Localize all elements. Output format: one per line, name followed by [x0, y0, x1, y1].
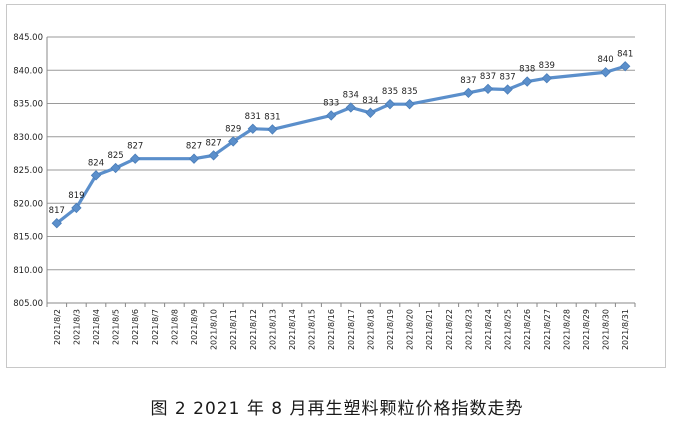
- data-label: 834: [343, 90, 359, 100]
- x-tick-label: 2021/8/18: [366, 309, 375, 350]
- x-tick-label: 2021/8/20: [406, 309, 415, 350]
- data-point-marker: [404, 98, 415, 110]
- data-point-marker: [384, 98, 396, 110]
- y-tick-label: 820.00: [13, 199, 43, 209]
- data-label: 835: [401, 87, 417, 97]
- data-point-marker: [188, 153, 200, 164]
- x-tick-label: 2021/8/5: [112, 309, 121, 345]
- data-point-marker: [110, 162, 121, 174]
- series: [55, 64, 627, 225]
- x-tick-label: 2021/8/21: [425, 309, 434, 350]
- data-label: 833: [323, 98, 339, 108]
- data-point-marker: [600, 67, 611, 78]
- y-tick-label: 825.00: [13, 166, 43, 176]
- data-label: 827: [186, 142, 202, 152]
- data-point-marker: [502, 84, 513, 95]
- x-tick-label: 2021/8/19: [386, 309, 395, 350]
- data-point-marker: [228, 136, 239, 147]
- chart-frame: 845.00 840.00 835.00 830.00 825.00 820.00 815.…: [6, 4, 666, 368]
- figure-caption: 图 2 2021 年 8 月再生塑料颗粒价格指数走势: [150, 399, 524, 419]
- data-label: 839: [539, 61, 555, 71]
- x-tick-label: 2021/8/29: [582, 309, 591, 350]
- x-tick-label: 2021/8/16: [327, 309, 336, 350]
- series-line: [55, 64, 627, 225]
- data-label: 837: [460, 76, 476, 86]
- y-tick-label: 845.00: [13, 33, 43, 43]
- data-label: 817: [49, 206, 65, 216]
- data-point-marker: [541, 73, 552, 84]
- x-tick-label: 2021/8/12: [249, 309, 258, 350]
- x-tick-label: 2021/8/22: [445, 309, 454, 350]
- data-label: 827: [127, 142, 143, 152]
- x-tick-label: 2021/8/17: [347, 309, 356, 350]
- y-tick-label: 835.00: [13, 100, 43, 110]
- x-tick-label: 2021/8/23: [464, 309, 473, 350]
- data-point-marker: [326, 110, 337, 121]
- x-tick-label: 2021/8/14: [288, 309, 297, 350]
- data-label: 837: [480, 72, 496, 82]
- x-tick-label: 2021/8/6: [131, 309, 140, 345]
- y-tick-labels: 845.00 840.00 835.00 830.00 825.00 820.00 815.…: [13, 33, 43, 309]
- data-point-marker: [463, 87, 474, 99]
- data-point-marker: [267, 124, 278, 135]
- data-point-marker: [482, 83, 494, 95]
- data-label: 837: [499, 73, 515, 83]
- x-tick-label: 2021/8/27: [543, 309, 552, 350]
- x-tick-label: 2021/8/28: [562, 309, 571, 350]
- data-point-marker: [208, 150, 219, 161]
- x-tick-label: 2021/8/9: [190, 309, 199, 345]
- data-label: 819: [68, 191, 84, 201]
- x-tick-label: 2021/8/26: [523, 309, 532, 350]
- x-tick-label: 2021/8/8: [170, 309, 179, 345]
- axes: [46, 37, 636, 307]
- line-chart: 845.00 840.00 835.00 830.00 825.00 820.00 815.…: [13, 33, 636, 350]
- x-tick-label: 2021/8/7: [151, 309, 160, 345]
- x-tick-label: 2021/8/15: [308, 309, 317, 350]
- data-point-marker: [51, 218, 62, 229]
- x-tick-label: 2021/8/4: [92, 309, 101, 345]
- data-label: 831: [264, 112, 280, 122]
- data-label: 825: [107, 151, 123, 161]
- y-tick-label: 830.00: [13, 133, 43, 143]
- x-tick-label: 2021/8/3: [72, 309, 81, 345]
- y-tick-label: 815.00: [13, 233, 43, 243]
- data-point-marker: [522, 76, 533, 87]
- markers: [51, 61, 631, 229]
- data-point-marker: [247, 123, 258, 134]
- data-label: 824: [88, 158, 104, 168]
- data-point-marker: [365, 107, 376, 118]
- data-point-marker: [71, 202, 82, 214]
- data-label: 831: [245, 112, 261, 122]
- data-label: 834: [362, 96, 378, 106]
- data-label: 841: [617, 49, 633, 59]
- y-tick-label: 810.00: [13, 266, 43, 276]
- y-tick-label: 840.00: [13, 66, 43, 76]
- x-tick-label: 2021/8/11: [229, 309, 238, 350]
- data-label: 838: [519, 65, 535, 75]
- data-label: 829: [225, 124, 241, 134]
- data-label: 827: [205, 138, 221, 148]
- x-tick-label: 2021/8/30: [602, 309, 611, 350]
- data-point-marker: [130, 153, 141, 164]
- x-tick-label: 2021/8/25: [504, 309, 513, 350]
- x-tick-label: 2021/8/13: [268, 309, 277, 350]
- data-label: 835: [382, 87, 398, 97]
- x-tick-label: 2021/8/31: [621, 309, 630, 350]
- x-tick-labels: 2021/8/2 2021/8/3 2021/8/4 2021/8/5 2021/8/6…: [53, 309, 630, 350]
- data-label: 840: [597, 55, 613, 65]
- data-point-marker: [345, 102, 356, 113]
- data-point-marker: [90, 170, 102, 181]
- data-point-marker: [620, 61, 631, 72]
- x-tick-label: 2021/8/24: [484, 309, 493, 350]
- x-tick-label: 2021/8/10: [210, 309, 219, 350]
- y-tick-label: 805.00: [13, 299, 43, 309]
- x-tick-label: 2021/8/2: [53, 309, 62, 345]
